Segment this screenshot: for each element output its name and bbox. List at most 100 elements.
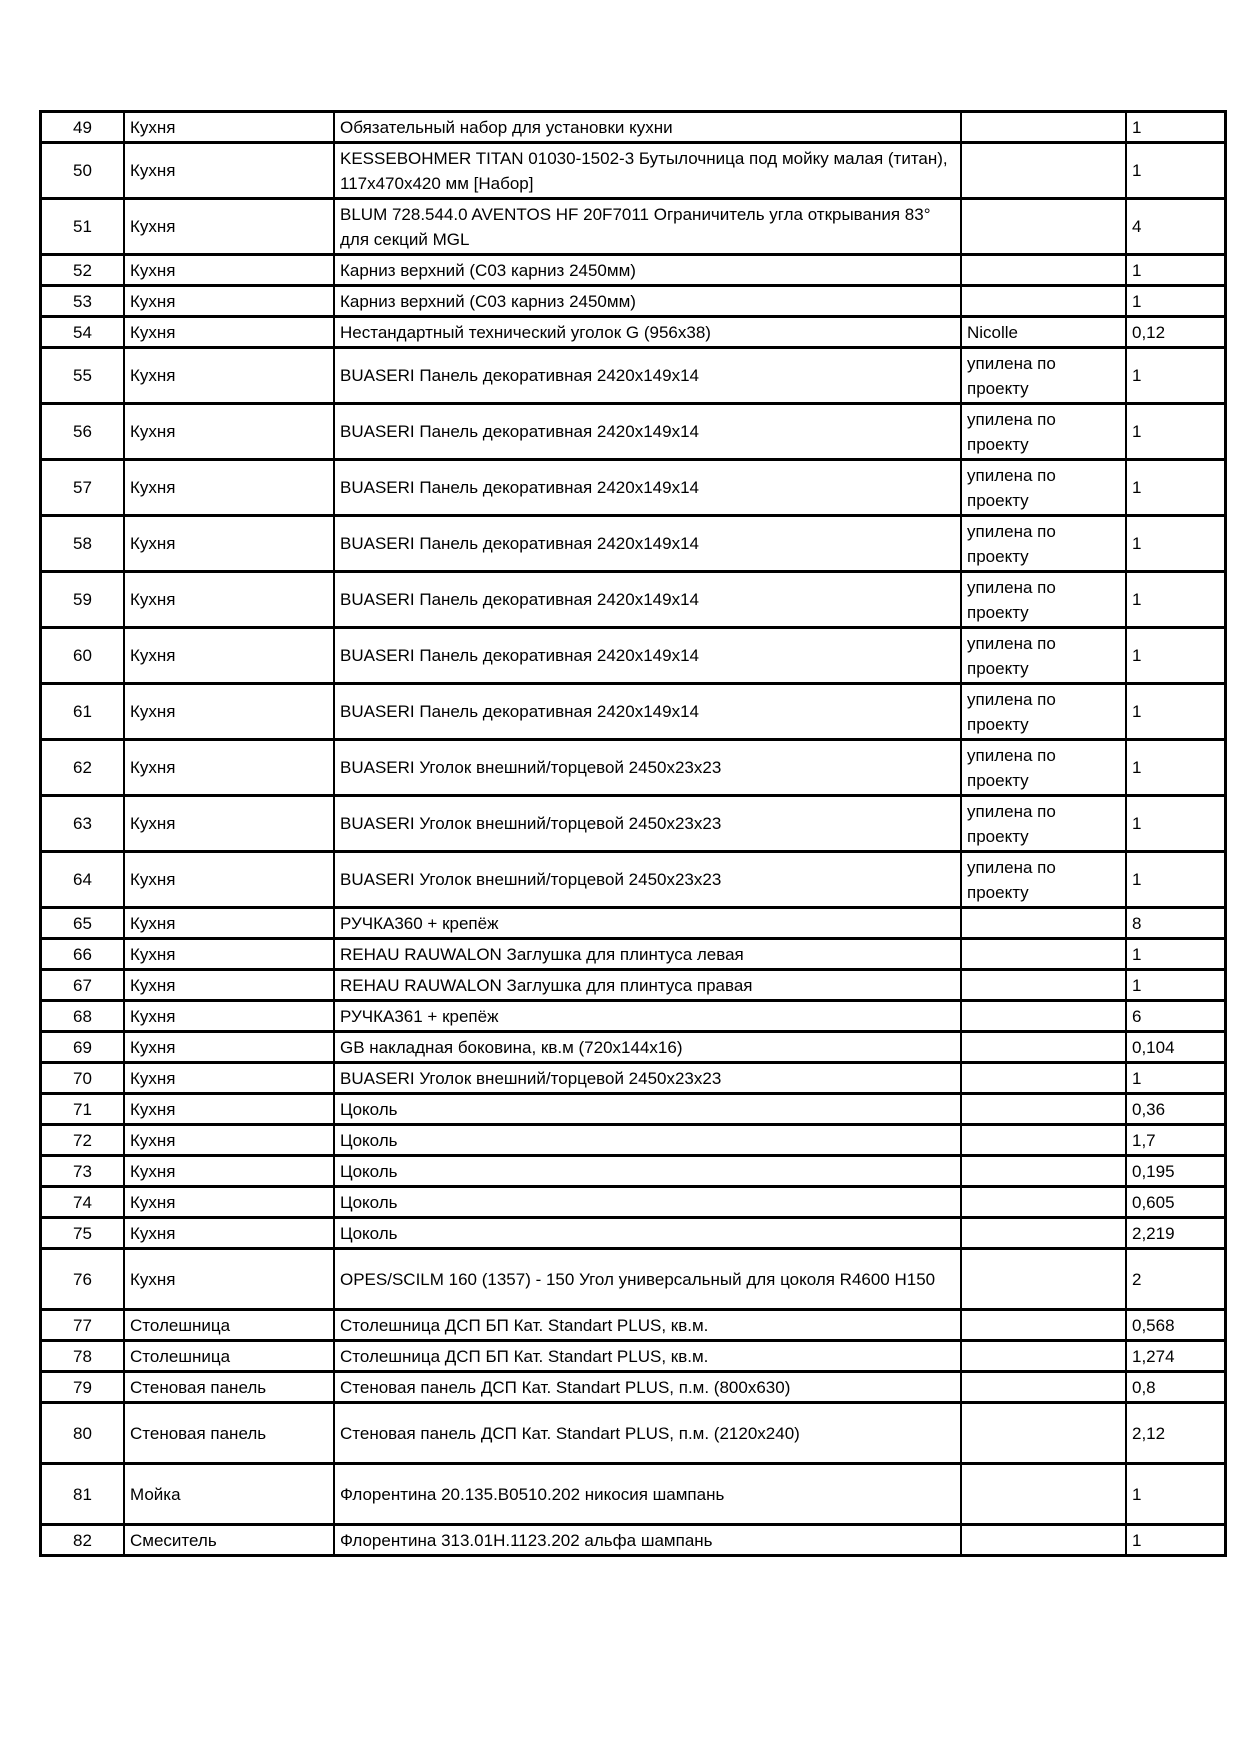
- cell-quantity: 1: [1125, 738, 1227, 797]
- table-row: 69 Кухня GB накладная боковина, кв.м (720х…: [39, 1030, 1227, 1064]
- cell-row-number: 69: [39, 1030, 125, 1064]
- table-row: 74 Кухня Цоколь 0,605: [39, 1185, 1227, 1219]
- cell-description: BUASERI Уголок внешний/торцевой 2450х23х…: [333, 794, 962, 853]
- table-row: 55 Кухня BUASERI Панель декоративная 2420х…: [39, 346, 1227, 405]
- cell-note: [960, 284, 1127, 318]
- cell-category: Кухня: [123, 738, 335, 797]
- table-row: 79 Стеновая панель Стеновая панель ДСП Кат…: [39, 1370, 1227, 1404]
- cell-row-number: 49: [39, 110, 125, 144]
- cell-row-number: 70: [39, 1061, 125, 1095]
- cell-row-number: 78: [39, 1339, 125, 1373]
- cell-note: упилена по проекту: [960, 794, 1127, 853]
- cell-row-number: 62: [39, 738, 125, 797]
- cell-note: [960, 1185, 1127, 1219]
- table-row: 62 Кухня BUASERI Уголок внешний/торцевой 2…: [39, 738, 1227, 797]
- cell-note: [960, 1030, 1127, 1064]
- cell-category: Кухня: [123, 346, 335, 405]
- cell-quantity: 1: [1125, 458, 1227, 517]
- cell-row-number: 56: [39, 402, 125, 461]
- table-row: 66 Кухня REHAU RAUWALON Заглушка для плинт…: [39, 937, 1227, 971]
- cell-note: упилена по проекту: [960, 402, 1127, 461]
- cell-description: Цоколь: [333, 1216, 962, 1250]
- cell-category: Кухня: [123, 850, 335, 909]
- cell-category: Кухня: [123, 682, 335, 741]
- cell-quantity: 1: [1125, 346, 1227, 405]
- cell-quantity: 1: [1125, 402, 1227, 461]
- table-row: 72 Кухня Цоколь 1,7: [39, 1123, 1227, 1157]
- cell-category: Кухня: [123, 906, 335, 940]
- cell-category: Кухня: [123, 626, 335, 685]
- cell-description: Столешница ДСП БП Кат. Standart PLUS, кв…: [333, 1308, 962, 1342]
- cell-row-number: 50: [39, 141, 125, 200]
- cell-row-number: 59: [39, 570, 125, 629]
- cell-quantity: 1: [1125, 850, 1227, 909]
- cell-quantity: 0,104: [1125, 1030, 1227, 1064]
- cell-quantity: 1: [1125, 570, 1227, 629]
- cell-description: Цоколь: [333, 1154, 962, 1188]
- cell-description: BUASERI Панель декоративная 2420х149х14: [333, 346, 962, 405]
- cell-category: Стеновая панель: [123, 1401, 335, 1465]
- cell-quantity: 1: [1125, 141, 1227, 200]
- cell-description: REHAU RAUWALON Заглушка для плинтуса лев…: [333, 937, 962, 971]
- table-row: 70 Кухня BUASERI Уголок внешний/торцевой 2…: [39, 1061, 1227, 1095]
- cell-quantity: 0,568: [1125, 1308, 1227, 1342]
- cell-category: Кухня: [123, 1092, 335, 1126]
- cell-note: упилена по проекту: [960, 738, 1127, 797]
- cell-description: Карниз верхний (С03 карниз 2450мм): [333, 253, 962, 287]
- cell-row-number: 53: [39, 284, 125, 318]
- cell-row-number: 54: [39, 315, 125, 349]
- cell-note: [960, 1401, 1127, 1465]
- cell-description: BUASERI Панель декоративная 2420х149х14: [333, 514, 962, 573]
- cell-row-number: 80: [39, 1401, 125, 1465]
- cell-quantity: 1: [1125, 626, 1227, 685]
- cell-note: [960, 1061, 1127, 1095]
- table-row: 67 Кухня REHAU RAUWALON Заглушка для плинт…: [39, 968, 1227, 1002]
- table-row: 58 Кухня BUASERI Панель декоративная 2420х…: [39, 514, 1227, 573]
- cell-description: Флорентина 313.01Н.1123.202 альфа шампан…: [333, 1523, 962, 1557]
- cell-description: Цоколь: [333, 1123, 962, 1157]
- cell-note: [960, 1216, 1127, 1250]
- cell-note: [960, 1370, 1127, 1404]
- cell-note: [960, 141, 1127, 200]
- cell-description: Цоколь: [333, 1092, 962, 1126]
- table-row: 59 Кухня BUASERI Панель декоративная 2420х…: [39, 570, 1227, 629]
- cell-row-number: 51: [39, 197, 125, 256]
- cell-category: Кухня: [123, 253, 335, 287]
- cell-note: упилена по проекту: [960, 514, 1127, 573]
- cell-note: [960, 999, 1127, 1033]
- cell-description: РУЧКА361 + крепёж: [333, 999, 962, 1033]
- table-row: 68 Кухня РУЧКА361 + крепёж 6: [39, 999, 1227, 1033]
- cell-category: Кухня: [123, 197, 335, 256]
- cell-row-number: 79: [39, 1370, 125, 1404]
- cell-quantity: 1: [1125, 284, 1227, 318]
- cell-note: [960, 1523, 1127, 1557]
- cell-row-number: 66: [39, 937, 125, 971]
- table-row: 51 Кухня BLUM 728.544.0 AVENTOS HF 20F7011…: [39, 197, 1227, 256]
- cell-category: Стеновая панель: [123, 1370, 335, 1404]
- cell-row-number: 63: [39, 794, 125, 853]
- cell-quantity: 2,219: [1125, 1216, 1227, 1250]
- cell-category: Кухня: [123, 458, 335, 517]
- cell-note: упилена по проекту: [960, 626, 1127, 685]
- cell-note: [960, 1123, 1127, 1157]
- spec-table-body: 49 Кухня Обязательный набор для установки …: [39, 110, 1227, 1557]
- table-row: 75 Кухня Цоколь 2,219: [39, 1216, 1227, 1250]
- cell-quantity: 8: [1125, 906, 1227, 940]
- table-row: 54 Кухня Нестандартный технический уголок …: [39, 315, 1227, 349]
- cell-row-number: 82: [39, 1523, 125, 1557]
- table-row: 61 Кухня BUASERI Панель декоративная 2420х…: [39, 682, 1227, 741]
- cell-quantity: 1: [1125, 253, 1227, 287]
- cell-category: Кухня: [123, 968, 335, 1002]
- cell-category: Смеситель: [123, 1523, 335, 1557]
- cell-category: Кухня: [123, 999, 335, 1033]
- cell-description: BUASERI Панель декоративная 2420х149х14: [333, 626, 962, 685]
- cell-quantity: 0,12: [1125, 315, 1227, 349]
- cell-quantity: 0,8: [1125, 1370, 1227, 1404]
- cell-row-number: 61: [39, 682, 125, 741]
- cell-description: BUASERI Уголок внешний/торцевой 2450х23х…: [333, 1061, 962, 1095]
- table-row: 65 Кухня РУЧКА360 + крепёж 8: [39, 906, 1227, 940]
- cell-quantity: 1: [1125, 514, 1227, 573]
- cell-note: упилена по проекту: [960, 850, 1127, 909]
- cell-category: Кухня: [123, 1247, 335, 1311]
- cell-description: BLUM 728.544.0 AVENTOS HF 20F7011 Ограни…: [333, 197, 962, 256]
